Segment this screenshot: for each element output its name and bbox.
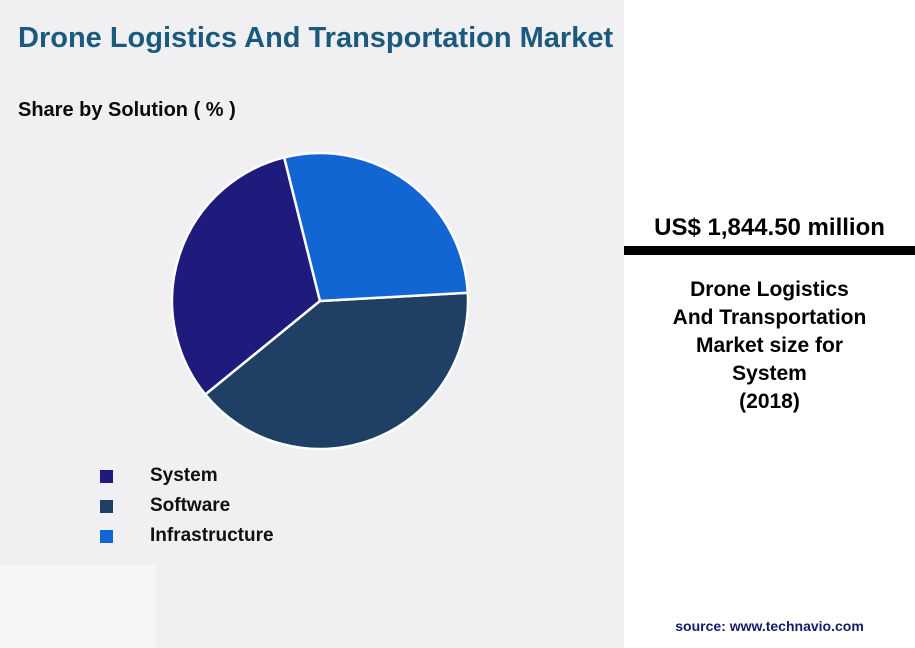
pie-slice-software <box>204 291 470 451</box>
legend-swatch <box>100 499 113 513</box>
pie-chart <box>170 151 470 451</box>
market-description-line: Market size for <box>695 333 844 357</box>
legend-item-system: System <box>100 461 274 491</box>
legend-label: System <box>150 465 218 486</box>
market-description: Drone Logistics And Transportation Market … <box>624 276 915 416</box>
legend-label: Infrastructure <box>150 525 274 546</box>
corner-highlight <box>0 565 156 648</box>
market-description-line: Drone Logistics <box>690 278 849 301</box>
market-description-line: System <box>732 361 807 385</box>
legend-label: Software <box>150 495 231 516</box>
source-text: source: www.technavio.com <box>675 618 864 634</box>
pie-slice-infrastructure <box>282 151 470 303</box>
market-description-line: (2018) <box>739 389 800 413</box>
stat-panel: US$ 1,844.50 million Drone Logistics And … <box>624 0 915 648</box>
page-title: Drone Logistics And Transportation Marke… <box>18 22 614 54</box>
market-value: US$ 1,844.50 million <box>654 214 885 241</box>
legend-item-infrastructure: Infrastructure <box>100 521 274 551</box>
divider-bar <box>624 246 915 255</box>
legend: System Software Infrastructure <box>100 461 274 551</box>
chart-subtitle: Share by Solution ( % ) <box>18 99 236 121</box>
market-description-line: And Transportation <box>672 305 867 329</box>
legend-swatch <box>100 469 113 483</box>
legend-swatch <box>100 529 113 543</box>
legend-item-software: Software <box>100 491 274 521</box>
pie-slice-system <box>170 156 322 396</box>
